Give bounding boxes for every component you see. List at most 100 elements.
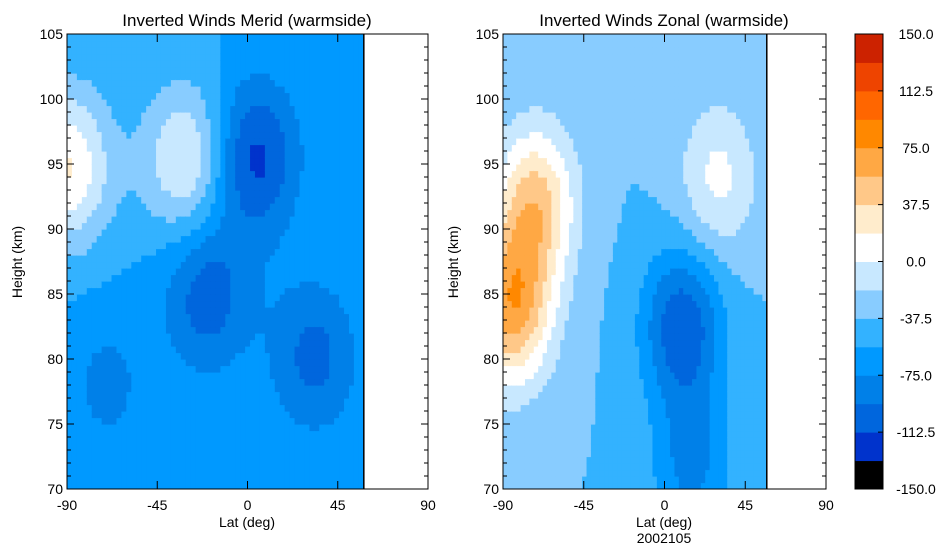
- contour-cell: [220, 437, 226, 445]
- contour-cell: [185, 242, 192, 250]
- contour-cell: [67, 105, 73, 113]
- contour-cell: [81, 352, 88, 360]
- contour-cell: [516, 222, 522, 230]
- contour-cell: [358, 326, 365, 334]
- contour-cell: [358, 216, 365, 224]
- contour-cell: [348, 177, 355, 185]
- contour-cell: [121, 66, 127, 74]
- contour-cell: [225, 359, 231, 367]
- contour-cell: [235, 333, 241, 341]
- contour-cell: [151, 274, 157, 282]
- contour-cell: [245, 320, 251, 328]
- contour-cell: [358, 300, 365, 308]
- contour-cell: [516, 34, 522, 42]
- contour-cell: [76, 242, 83, 250]
- contour-cell: [180, 443, 187, 451]
- contour-cell: [156, 339, 162, 347]
- contour-cell: [175, 450, 182, 458]
- contour-cell: [279, 469, 286, 477]
- contour-cell: [348, 307, 355, 315]
- contour-cell: [299, 326, 306, 334]
- contour-cell: [126, 294, 132, 302]
- contour-cell: [503, 385, 508, 393]
- contour-cell: [67, 60, 73, 68]
- contour-cell: [294, 359, 301, 367]
- contour-cell: [230, 216, 236, 224]
- contour-cell: [254, 79, 261, 87]
- contour-cell: [299, 261, 306, 269]
- contour-cell: [309, 164, 315, 172]
- contour-cell: [264, 268, 271, 276]
- contour-cell: [240, 66, 246, 74]
- contour-cell: [289, 125, 296, 133]
- contour-cell: [334, 105, 340, 113]
- contour-cell: [542, 469, 548, 477]
- contour-cell: [254, 92, 261, 100]
- contour-cell: [195, 359, 202, 367]
- contour-cell: [195, 411, 202, 419]
- contour-cell: [165, 268, 172, 276]
- contour-cell: [225, 235, 231, 243]
- contour-cell: [344, 105, 350, 113]
- contour-cell: [151, 333, 157, 341]
- contour-cell: [86, 469, 93, 477]
- contour-cell: [195, 170, 202, 178]
- contour-cell: [86, 112, 93, 120]
- contour-cell: [106, 372, 113, 380]
- contour-cell: [339, 203, 345, 211]
- contour-cell: [185, 287, 192, 295]
- contour-cell: [240, 118, 246, 126]
- contour-cell: [358, 170, 365, 178]
- contour-cell: [71, 443, 78, 451]
- contour-cell: [111, 307, 118, 315]
- contour-cell: [304, 144, 311, 152]
- contour-cell: [141, 164, 147, 172]
- contour-cell: [259, 359, 266, 367]
- contour-cell: [190, 287, 197, 295]
- contour-cell: [141, 40, 147, 48]
- contour-cell: [200, 157, 207, 165]
- contour-cell: [529, 144, 535, 152]
- contour-cell: [289, 398, 296, 406]
- contour-cell: [160, 34, 167, 42]
- contour-cell: [279, 151, 286, 159]
- contour-cell: [101, 235, 108, 243]
- contour-cell: [111, 274, 118, 282]
- contour-cell: [210, 326, 217, 334]
- contour-cell: [156, 456, 162, 464]
- contour-cell: [334, 196, 340, 204]
- contour-cell: [264, 79, 271, 87]
- contour-cell: [126, 203, 132, 211]
- contour-cell: [309, 138, 315, 146]
- contour-cell: [126, 339, 132, 347]
- contour-cell: [210, 203, 217, 211]
- contour-cell: [358, 79, 365, 87]
- contour-cell: [96, 411, 103, 419]
- contour-cell: [76, 164, 83, 172]
- contour-cell: [259, 456, 266, 464]
- contour-cell: [250, 404, 256, 412]
- contour-cell: [240, 372, 246, 380]
- contour-cell: [96, 482, 103, 489]
- contour-cell: [91, 177, 98, 185]
- contour-cell: [245, 281, 251, 289]
- contour-cell: [240, 34, 246, 42]
- contour-cell: [329, 60, 335, 68]
- contour-cell: [215, 73, 221, 81]
- contour-cell: [353, 86, 360, 94]
- contour-cell: [160, 170, 167, 178]
- contour-cell: [240, 476, 246, 484]
- contour-cell: [274, 86, 281, 94]
- contour-cell: [259, 281, 266, 289]
- contour-cell: [136, 222, 142, 230]
- contour-cell: [309, 352, 315, 360]
- contour-cell: [180, 456, 187, 464]
- contour-cell: [344, 456, 350, 464]
- contour-cell: [250, 450, 256, 458]
- contour-cell: [215, 391, 221, 399]
- contour-cell: [314, 222, 320, 230]
- y-tick-label: 75: [47, 416, 63, 432]
- contour-cell: [511, 151, 517, 159]
- contour-cell: [180, 190, 187, 198]
- contour-cell: [507, 450, 513, 458]
